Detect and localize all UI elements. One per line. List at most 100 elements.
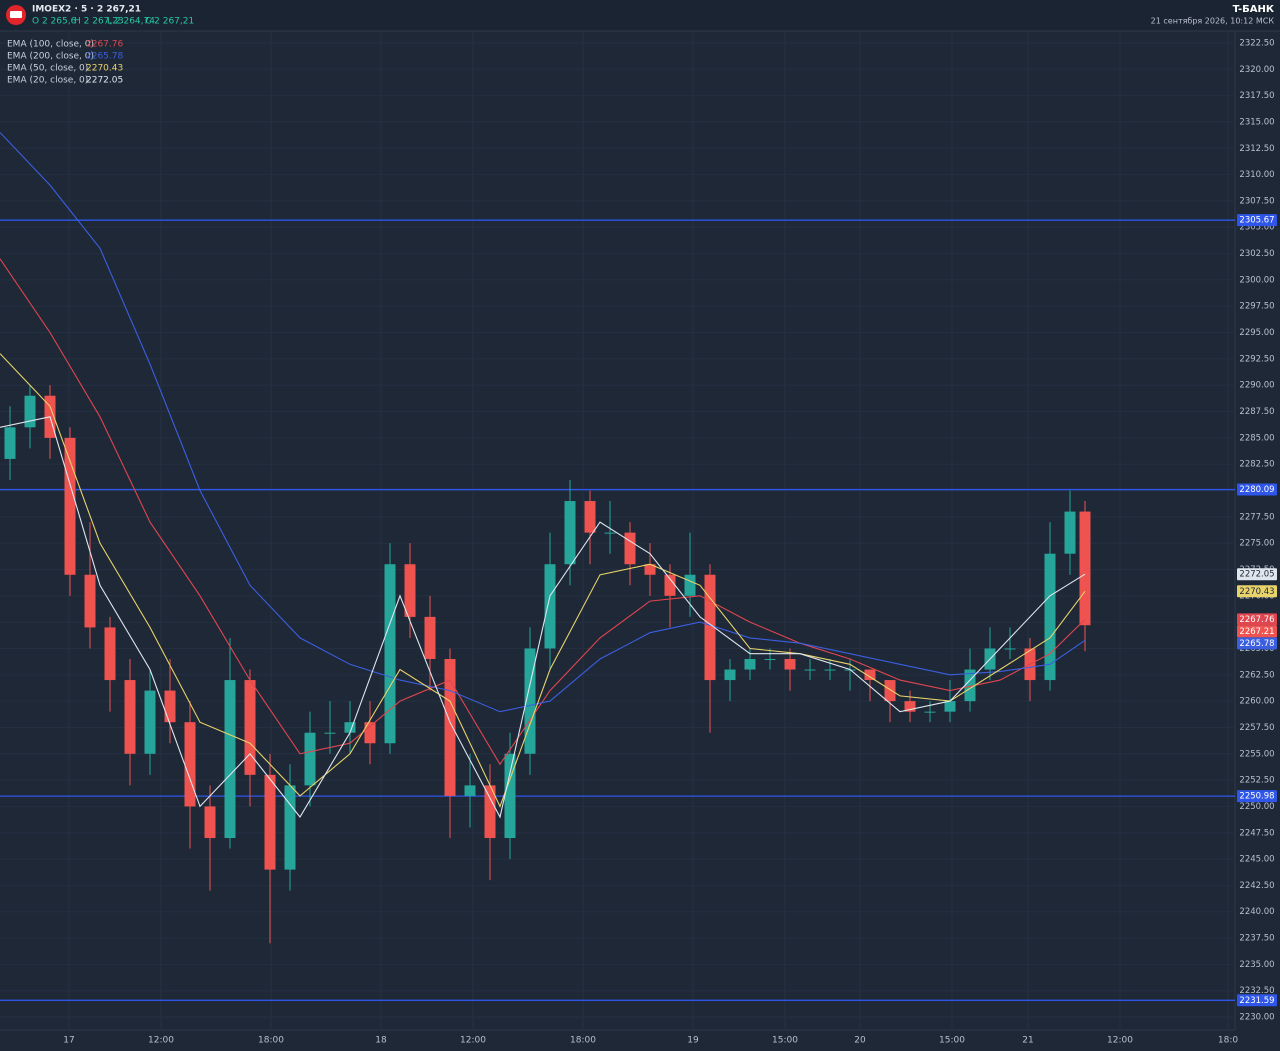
plot-area <box>0 32 1235 1030</box>
candle-body <box>164 690 176 723</box>
y-tick-label: 2275.00 <box>1239 539 1274 549</box>
y-tick-label: 2252.50 <box>1239 776 1274 786</box>
x-tick-label: 12:00 <box>148 1036 174 1046</box>
candle-body <box>604 532 616 534</box>
y-tick-label: 2247.50 <box>1239 828 1274 838</box>
candle-body <box>24 395 36 428</box>
price-tag: 2270.43 <box>1239 587 1274 597</box>
legend-name: EMA (200, close, 0) <box>7 52 94 62</box>
candle-body <box>564 501 576 565</box>
ema-line <box>0 132 1086 713</box>
candle-body <box>104 627 116 681</box>
candle-body <box>924 711 936 713</box>
legend-name: EMA (20, close, 0) <box>7 76 88 86</box>
candle-body <box>524 648 536 754</box>
y-tick-label: 2285.00 <box>1239 433 1274 443</box>
y-tick-label: 2237.50 <box>1239 934 1274 944</box>
candle-body <box>764 659 776 661</box>
x-tick-label: 15:00 <box>939 1036 965 1046</box>
candle-body <box>1079 511 1091 626</box>
y-tick-label: 2277.50 <box>1239 512 1274 522</box>
candle-body <box>724 669 736 681</box>
price-tag: 2265.78 <box>1239 639 1274 649</box>
x-tick-label: 18 <box>375 1036 387 1046</box>
y-tick-label: 2230.00 <box>1239 1013 1274 1023</box>
price-tag-bg <box>1237 613 1277 626</box>
y-tick-label: 2310.00 <box>1239 170 1274 180</box>
candle-body <box>304 732 316 786</box>
y-tick-label: 2300.00 <box>1239 275 1274 285</box>
ohlc-close: C 2 267,21 <box>145 17 194 27</box>
candle-body <box>1004 648 1016 650</box>
candle-body <box>204 806 216 839</box>
y-tick-label: 2282.50 <box>1239 460 1274 470</box>
y-tick-label: 2317.50 <box>1239 91 1274 101</box>
ema-line <box>0 353 1086 808</box>
y-tick-label: 2240.00 <box>1239 907 1274 917</box>
legend-name: EMA (50, close, 0) <box>7 64 88 74</box>
price-tag-bg <box>1237 637 1277 650</box>
ohlc-open: O 2 265,6 <box>32 17 77 27</box>
x-tick-label: 18:00 <box>570 1036 596 1046</box>
y-tick-label: 2250.00 <box>1239 802 1274 812</box>
candle-body <box>664 574 676 596</box>
x-tick-label: 21 <box>1022 1036 1033 1046</box>
y-tick-label: 2260.00 <box>1239 697 1274 707</box>
level-label-bg <box>1237 483 1277 496</box>
candle-body <box>884 680 896 702</box>
ohlc-high: H 2 267,23 <box>74 17 124 27</box>
price-tag-bg <box>1237 625 1277 638</box>
x-tick-label: 19 <box>687 1036 699 1046</box>
candle-body <box>184 722 196 807</box>
y-tick-label: 2307.50 <box>1239 196 1274 206</box>
candle-body <box>384 564 396 744</box>
candle-body <box>1064 511 1076 554</box>
candle-body <box>244 680 256 775</box>
y-tick-label: 2232.50 <box>1239 986 1274 996</box>
y-tick-label: 2292.50 <box>1239 354 1274 364</box>
legend-value: 2267.76 <box>86 40 123 50</box>
candle-body <box>364 722 376 744</box>
y-tick-label: 2305.00 <box>1239 223 1274 233</box>
candle-body <box>704 574 716 681</box>
level-label-bg <box>1237 214 1277 227</box>
x-tick-label: 12:00 <box>1107 1036 1133 1046</box>
y-tick-label: 2302.50 <box>1239 249 1274 259</box>
price-tag-bg <box>1237 585 1277 598</box>
y-tick-label: 2242.50 <box>1239 881 1274 891</box>
candle-body <box>784 659 796 670</box>
candle-body <box>124 680 136 754</box>
ema-line <box>0 258 1086 766</box>
candle-body <box>264 774 276 870</box>
level-label-bg <box>1237 790 1277 803</box>
x-tick-label: 12:00 <box>460 1036 486 1046</box>
level-label-bg <box>1237 994 1277 1007</box>
candle-body <box>864 669 876 681</box>
candle-body <box>804 669 816 671</box>
candle-body <box>284 785 296 870</box>
candle-body <box>344 722 356 733</box>
x-tick-label: 17 <box>63 1036 74 1046</box>
y-tick-label: 2287.50 <box>1239 407 1274 417</box>
ohlc-low: L 2 264,74 <box>107 17 155 27</box>
chart-title: IMOEX2 · 5 · 2 267,21 <box>32 5 141 15</box>
legend-name: EMA (100, close, 0) <box>7 40 94 50</box>
candle-body <box>544 564 556 649</box>
timestamp: 21 сентября 2026, 10:12 МСК <box>1151 17 1275 26</box>
brand: T-БАНК <box>1233 4 1275 15</box>
candle-body <box>4 427 16 459</box>
candle-body <box>144 690 156 754</box>
candle-body <box>224 680 236 839</box>
candle-body <box>84 574 96 628</box>
ema-line <box>0 416 1086 819</box>
price-tag-bg <box>1237 568 1277 581</box>
price-tag: 2272.05 <box>1239 570 1274 580</box>
candle-body <box>904 701 916 712</box>
legend-value: 2265.78 <box>86 52 123 62</box>
candle-body <box>744 659 756 670</box>
y-tick-label: 2297.50 <box>1239 302 1274 312</box>
candle-body <box>1044 553 1056 681</box>
y-tick-label: 2312.50 <box>1239 144 1274 154</box>
candle-body <box>324 732 336 734</box>
